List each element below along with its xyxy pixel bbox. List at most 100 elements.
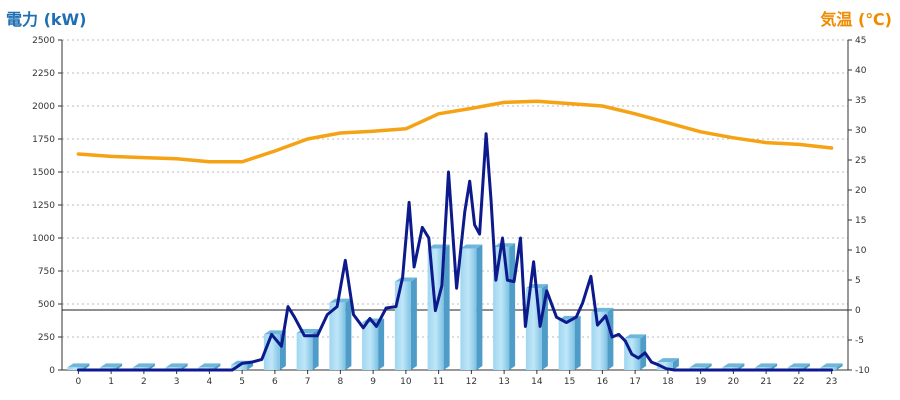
power-bar-front	[296, 333, 313, 370]
power-bar-top	[689, 363, 712, 368]
power-bar-top	[656, 358, 679, 363]
power-bar-front	[656, 362, 673, 370]
power-bar-17	[624, 334, 647, 370]
power-bar-side	[181, 363, 188, 370]
left-tick-label-1250: 1250	[32, 201, 55, 211]
power-bar-18	[656, 358, 679, 370]
power-bar-top	[722, 363, 745, 368]
power-bar-top	[132, 363, 155, 368]
right-tick-label-20: 20	[855, 186, 867, 196]
x-tick-label-1: 1	[108, 377, 114, 387]
x-tick-label-18: 18	[662, 377, 674, 387]
power-bar-16	[591, 307, 614, 370]
left-axis-title: 電力 (kW)	[6, 10, 87, 29]
x-tick-label-11: 11	[433, 377, 444, 387]
power-bar-top	[165, 363, 188, 368]
power-bar-side	[607, 307, 614, 370]
x-tick-label-8: 8	[338, 377, 344, 387]
right-tick-label-15: 15	[855, 216, 866, 226]
x-tick-label-15: 15	[564, 377, 575, 387]
power-bar-side	[738, 363, 745, 370]
power-bar-top	[460, 244, 483, 249]
x-tick-label-6: 6	[272, 377, 278, 387]
power-bar-10	[394, 277, 417, 370]
left-tick-label-2500: 2500	[32, 36, 55, 46]
power-bar-front	[67, 367, 84, 370]
right-axis-title: 気温 (℃)	[820, 10, 892, 29]
right-tick-label-25: 25	[855, 156, 866, 166]
x-tick-label-23: 23	[826, 377, 837, 387]
x-tick-label-19: 19	[695, 377, 707, 387]
temperature-line	[76, 99, 834, 164]
x-tick-label-3: 3	[174, 377, 180, 387]
power-bar-front	[591, 311, 608, 370]
power-bar-front	[231, 364, 248, 370]
x-tick-label-13: 13	[498, 377, 509, 387]
grid	[62, 39, 848, 338]
power-bar-top	[624, 334, 647, 339]
right-tick-label-35: 35	[855, 96, 866, 106]
power-bar-top	[394, 277, 417, 282]
right-tick-label-45: 45	[855, 36, 866, 46]
power-bar-top	[263, 330, 286, 335]
power-bar-12	[460, 244, 483, 370]
left-tick-label-1750: 1750	[32, 135, 55, 145]
x-tick-label-21: 21	[760, 377, 771, 387]
right-tick-label--5: -5	[855, 336, 864, 346]
power-bar-side	[640, 334, 647, 370]
power-bar-top	[787, 363, 810, 368]
power-bar-side	[410, 277, 417, 370]
power-bar-top	[755, 363, 778, 368]
power-bar-front	[394, 281, 411, 370]
left-tick-label-0: 0	[49, 366, 55, 376]
power-bar-7	[296, 329, 319, 370]
power-bar-side	[574, 315, 581, 370]
power-bar-front	[460, 248, 477, 370]
left-tick-label-1000: 1000	[32, 234, 55, 244]
left-tick-label-2250: 2250	[32, 69, 55, 79]
power-bar-top	[198, 363, 221, 368]
right-tick-label-30: 30	[855, 126, 867, 136]
power-bar-side	[116, 363, 123, 370]
power-bar-side	[312, 329, 319, 370]
power-bar-top	[100, 363, 123, 368]
power-bar-side	[345, 298, 352, 370]
x-tick-label-20: 20	[728, 377, 740, 387]
x-tick-label-12: 12	[466, 377, 477, 387]
x-tick-label-9: 9	[370, 377, 376, 387]
left-tick-label-250: 250	[38, 333, 55, 343]
right-tick-label-40: 40	[855, 66, 867, 76]
x-tick-label-0: 0	[76, 377, 82, 387]
axes	[58, 39, 852, 374]
x-tick-label-16: 16	[597, 377, 609, 387]
power-bar-side	[443, 244, 450, 370]
right-tick-label-10: 10	[855, 246, 867, 256]
x-tick-label-2: 2	[141, 377, 147, 387]
power-bar-side	[836, 363, 843, 370]
power-bar-15	[558, 315, 581, 370]
power-bar-0	[67, 363, 90, 370]
right-tick-label--10: -10	[855, 366, 870, 376]
power-bar-side	[509, 243, 516, 370]
x-tick-label-14: 14	[531, 377, 543, 387]
power-bar-front	[329, 302, 346, 370]
left-tick-label-750: 750	[38, 267, 55, 277]
power-line	[76, 132, 834, 372]
power-bar-side	[803, 363, 810, 370]
power-bar-side	[148, 363, 155, 370]
power-bar-side	[705, 363, 712, 370]
power-bar-side	[476, 244, 483, 370]
power-bar-front	[362, 322, 379, 370]
right-tick-label-0: 0	[855, 306, 861, 316]
x-tick-label-4: 4	[207, 377, 213, 387]
power-bar-8	[329, 298, 352, 370]
tick-labels: 0 250 500 750 1000 1250 15 0 0 1750 2000 2250 2500 -1…	[32, 36, 870, 387]
x-tick-label-17: 17	[629, 377, 640, 387]
x-tick-label-22: 22	[793, 377, 804, 387]
left-tick-label-500: 500	[38, 300, 55, 310]
power-bar-top	[329, 298, 352, 303]
left-tick-label-2000: 2000	[32, 102, 55, 112]
power-bar-side	[378, 318, 385, 370]
x-tick-label-10: 10	[400, 377, 412, 387]
